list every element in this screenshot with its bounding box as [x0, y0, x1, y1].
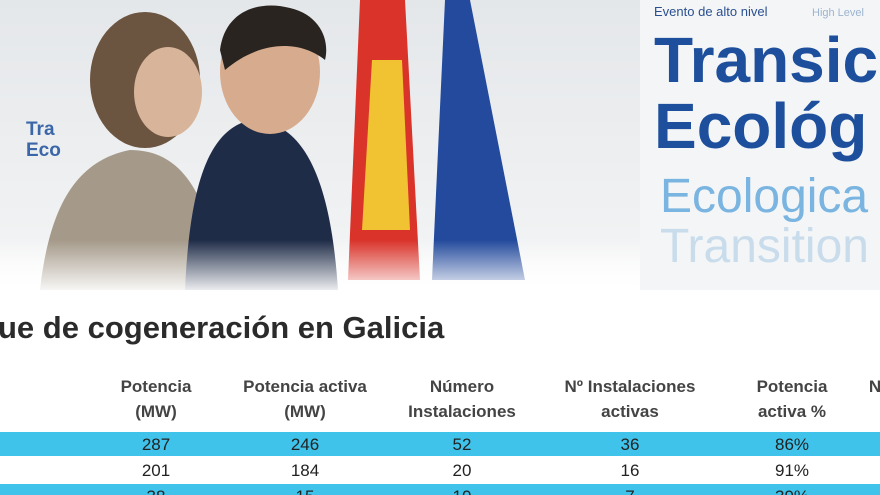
table-cell: 184 [291, 461, 319, 480]
woman-face [134, 47, 202, 137]
table-cell: 287 [142, 435, 170, 454]
row-band [0, 484, 880, 495]
column-header: activa % [758, 402, 826, 421]
table-cell: 15 [296, 487, 315, 495]
man-hair [220, 5, 327, 71]
column-header: Número [430, 377, 494, 396]
table-cell: 16 [621, 461, 640, 480]
table-cell: 86% [775, 435, 809, 454]
table-cell: 20 [453, 461, 472, 480]
banner-panel [640, 0, 880, 290]
small-banner-text: Eco [26, 140, 61, 161]
table-cell: 39% [775, 487, 809, 495]
table-cell: 52 [453, 435, 472, 454]
banner-subtitle: Transition [660, 220, 869, 273]
column-header: Potencia activa [243, 377, 367, 396]
banner-title: Transic [654, 24, 878, 96]
table-cell: 201 [142, 461, 170, 480]
table-cell: 36 [621, 435, 640, 454]
column-header: Nº Instalaciones [565, 377, 696, 396]
column-header: Potencia [121, 377, 192, 396]
table-cell: 10 [453, 487, 472, 495]
column-header: activas [601, 402, 659, 421]
column-header: (MW) [284, 402, 326, 421]
table-cell: 7 [625, 487, 634, 495]
column-header: Potencia [757, 377, 828, 396]
banner-title: Ecológ [654, 90, 867, 162]
event-label: Evento de alto nivel [654, 4, 768, 19]
spanish-flag-yellow [362, 60, 410, 230]
column-header: (MW) [135, 402, 177, 421]
event-label-en: High Level [812, 7, 864, 19]
banner-subtitle: Ecologica [660, 170, 868, 223]
small-banner-text: Tra [26, 119, 55, 140]
table-title: ue de cogeneración en Galicia [0, 310, 445, 345]
table-cell: 91% [775, 461, 809, 480]
table-cell: 38 [147, 487, 166, 495]
eu-flag [432, 0, 525, 280]
column-header: N [869, 377, 880, 396]
table-cell: 246 [291, 435, 319, 454]
column-header: Instalaciones [408, 402, 516, 421]
row-band [0, 432, 880, 456]
photo-fade [0, 240, 640, 295]
